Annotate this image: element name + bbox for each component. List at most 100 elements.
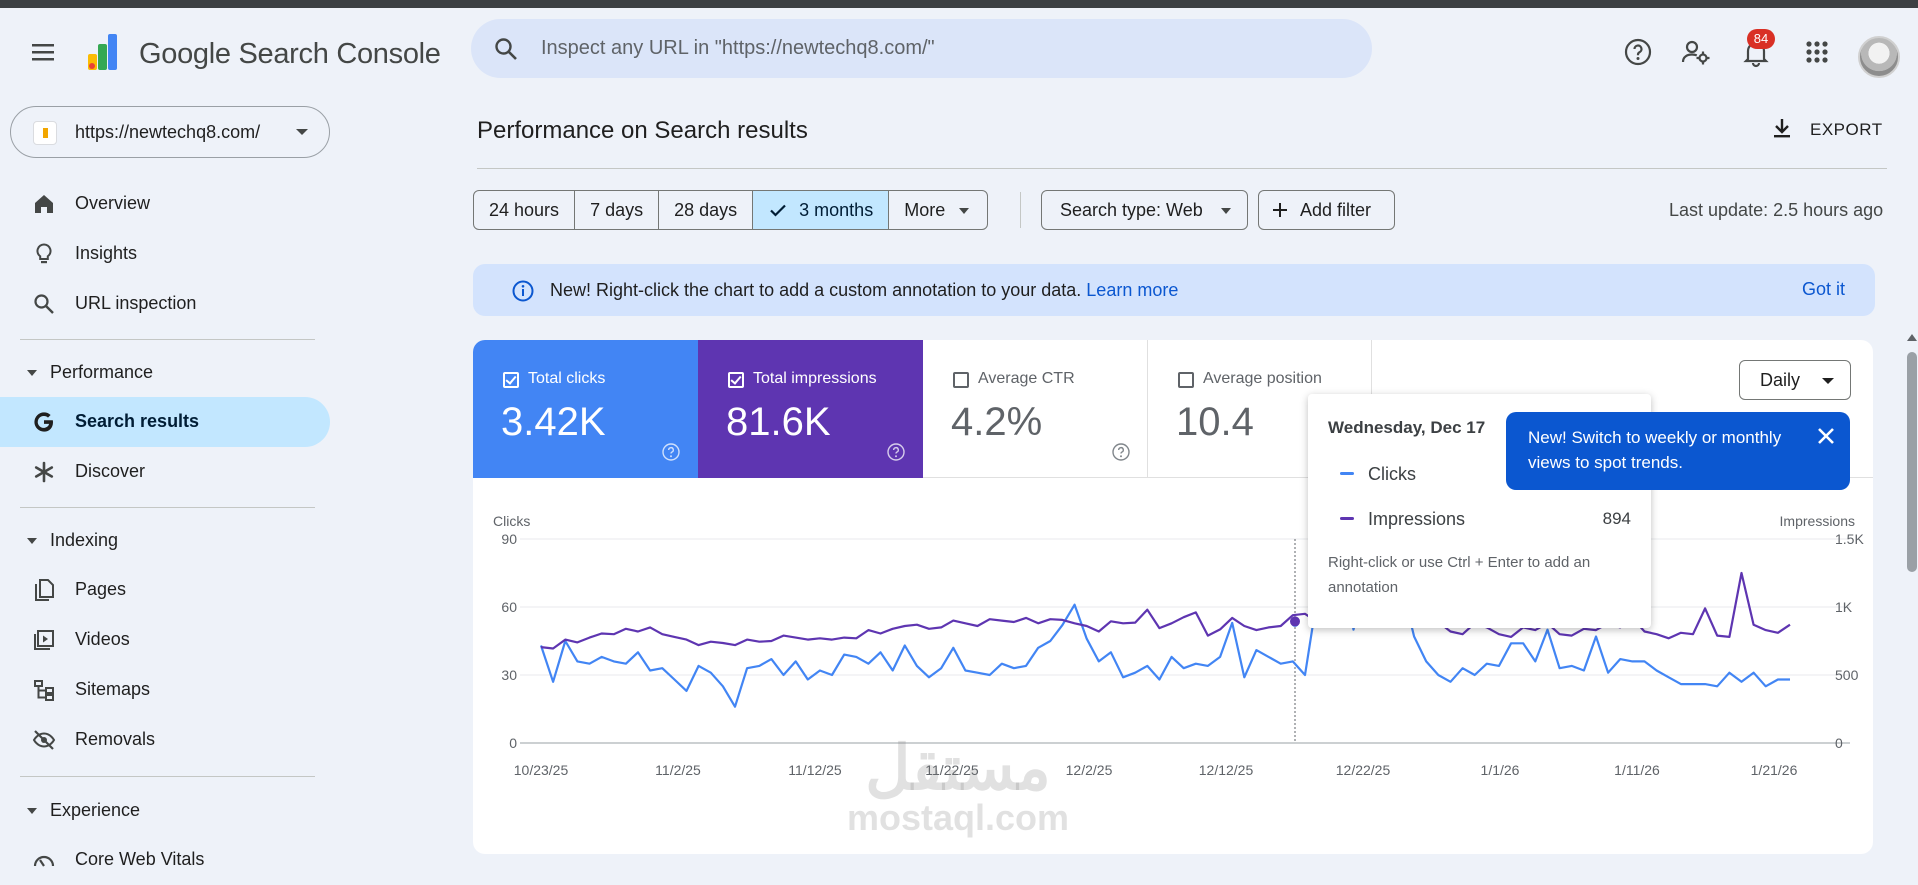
right-tick-label: 1.5K — [1835, 531, 1864, 547]
sidebar-item-label: Removals — [75, 729, 156, 749]
sidebar-item-label: Insights — [75, 243, 138, 263]
date-range-selector: 24 hours 7 days 28 days 3 months More — [473, 190, 989, 230]
range-7-days-button[interactable]: 7 days — [575, 191, 660, 229]
metric-average-ctr[interactable]: Average CTR 4.2% — [923, 340, 1148, 478]
search-icon — [495, 38, 517, 60]
metric-checkbox[interactable] — [728, 372, 744, 388]
range-3-months-button[interactable]: 3 months — [753, 191, 890, 229]
x-tick-label: 11/22/25 — [925, 762, 979, 778]
sidebar-divider — [20, 507, 315, 508]
series-swatch — [1340, 472, 1354, 475]
metric-label: Total clicks — [528, 370, 606, 387]
sidebar-section-experience[interactable]: Experience — [0, 790, 330, 830]
sidebar-item-search-results[interactable]: Search results — [0, 397, 330, 447]
page-title: Performance on Search results — [477, 117, 808, 144]
last-update-text: Last update: 2.5 hours ago — [1669, 200, 1884, 220]
left-tick-label: 30 — [501, 667, 517, 683]
metric-label: Average position — [1203, 370, 1322, 387]
sidebar-divider — [20, 339, 315, 340]
got-it-button[interactable]: Got it — [1801, 279, 1845, 299]
granularity-promo-popup: New! Switch to weekly or monthly views t… — [1506, 412, 1850, 490]
tooltip-series-name: Clicks — [1368, 464, 1416, 484]
left-tick-label: 60 — [501, 599, 517, 615]
add-filter-button[interactable]: Add filter — [1258, 190, 1395, 230]
granularity-dropdown[interactable]: Daily — [1739, 360, 1851, 400]
sidebar-item-label: Pages — [75, 579, 127, 599]
x-tick-label: 10/23/25 — [514, 762, 569, 778]
sidebar-item-label: Overview — [75, 193, 151, 213]
left-axis-title: Clicks — [493, 513, 530, 529]
sidebar-item-label: Search results — [75, 411, 200, 431]
metric-label: Average CTR — [978, 370, 1075, 387]
help-icon[interactable] — [1111, 442, 1131, 462]
metric-average-position[interactable]: Average position 10.4 — [1148, 340, 1372, 478]
x-tick-label: 11/12/25 — [788, 762, 842, 778]
hover-point-impressions — [1290, 616, 1300, 627]
metric-total-clicks[interactable]: Total clicks 3.42K — [473, 340, 698, 478]
search-type-dropdown[interactable]: Search type: Web — [1041, 190, 1248, 230]
sidebar-item-core-web-vitals[interactable]: Core Web Vitals — [0, 835, 330, 885]
sidebar-section-label: Performance — [50, 362, 154, 382]
search-icon — [34, 294, 54, 314]
series-line-clicks — [539, 555, 1790, 708]
series-swatch — [1340, 517, 1354, 520]
sidebar-item-overview[interactable]: Overview — [0, 179, 330, 229]
notification-count-badge: 84 — [1747, 29, 1775, 49]
apps-grid-icon[interactable] — [1801, 36, 1833, 68]
range-more-dropdown[interactable]: More — [889, 191, 987, 229]
sidebar-item-label: Discover — [75, 461, 146, 481]
sidebar-item-removals[interactable]: Removals — [0, 715, 330, 765]
close-icon[interactable] — [1814, 424, 1838, 448]
help-icon[interactable] — [1622, 36, 1654, 68]
metric-label: Total impressions — [753, 370, 877, 387]
page-scrollbar[interactable] — [1903, 330, 1918, 871]
scrollbar-thumb[interactable] — [1907, 352, 1917, 572]
left-tick-label: 90 — [501, 531, 517, 547]
learn-more-link[interactable]: Learn more — [1086, 280, 1179, 300]
sidebar-item-videos[interactable]: Videos — [0, 615, 330, 665]
annotation-info-banner: New! Right-click the chart to add a cust… — [473, 264, 1875, 316]
gauge-icon — [33, 855, 55, 867]
metric-checkbox[interactable] — [1178, 372, 1194, 388]
sidebar-item-label: Sitemaps — [75, 679, 151, 699]
sidebar-item-url-inspection[interactable]: URL inspection — [0, 279, 330, 329]
sidebar-section-performance[interactable]: Performance — [0, 352, 330, 392]
manage-users-icon[interactable] — [1680, 36, 1712, 68]
x-tick-label: 1/1/26 — [1481, 762, 1520, 778]
metric-total-impressions[interactable]: Total impressions 81.6K — [698, 340, 923, 478]
metric-checkbox[interactable] — [503, 372, 519, 388]
range-label: 3 months — [799, 200, 874, 220]
sidebar-item-discover[interactable]: Discover — [0, 447, 330, 497]
property-url: https://newtechq8.com/ — [75, 122, 261, 142]
sidebar-item-pages[interactable]: Pages — [0, 565, 330, 615]
chevron-down-icon — [296, 129, 308, 135]
x-tick-label: 12/22/25 — [1336, 762, 1391, 778]
help-icon[interactable] — [661, 442, 681, 462]
export-label: EXPORT — [1810, 120, 1883, 139]
range-28-days-button[interactable]: 28 days — [659, 191, 754, 229]
range-24-hours-button[interactable]: 24 hours — [474, 191, 576, 229]
menu-icon[interactable] — [28, 36, 60, 68]
sidebar-item-sitemaps[interactable]: Sitemaps — [0, 665, 330, 715]
metric-checkbox[interactable] — [953, 372, 969, 388]
performance-chart[interactable]: Clicks Impressions 0 30 60 90 0 500 1K 1.5K 10/23/… — [473, 490, 1873, 854]
sidebar-item-label: Core Web Vitals — [75, 849, 205, 869]
right-axis-title: Impressions — [1780, 513, 1855, 529]
app-header: Google Search Console 84 — [0, 8, 1918, 90]
sidebar-divider — [20, 776, 315, 777]
help-icon[interactable] — [886, 442, 906, 462]
right-tick-label: 1K — [1835, 599, 1853, 615]
account-avatar[interactable] — [1858, 36, 1900, 78]
sitemap-icon — [34, 680, 54, 701]
google-g-icon — [34, 412, 53, 432]
url-inspection-input[interactable] — [541, 29, 1341, 67]
tooltip-row-impressions: Impressions 894 — [1328, 507, 1631, 531]
scroll-up-arrow-icon[interactable] — [1907, 334, 1917, 341]
sidebar-section-indexing[interactable]: Indexing — [0, 520, 330, 560]
tooltip-series-name: Impressions — [1368, 509, 1466, 529]
x-tick-label: 1/21/26 — [1751, 762, 1798, 778]
property-selector[interactable]: https://newtechq8.com/ — [10, 106, 330, 158]
url-inspection-search[interactable] — [471, 19, 1372, 78]
title-divider — [477, 168, 1887, 169]
sidebar-item-insights[interactable]: Insights — [0, 229, 330, 279]
